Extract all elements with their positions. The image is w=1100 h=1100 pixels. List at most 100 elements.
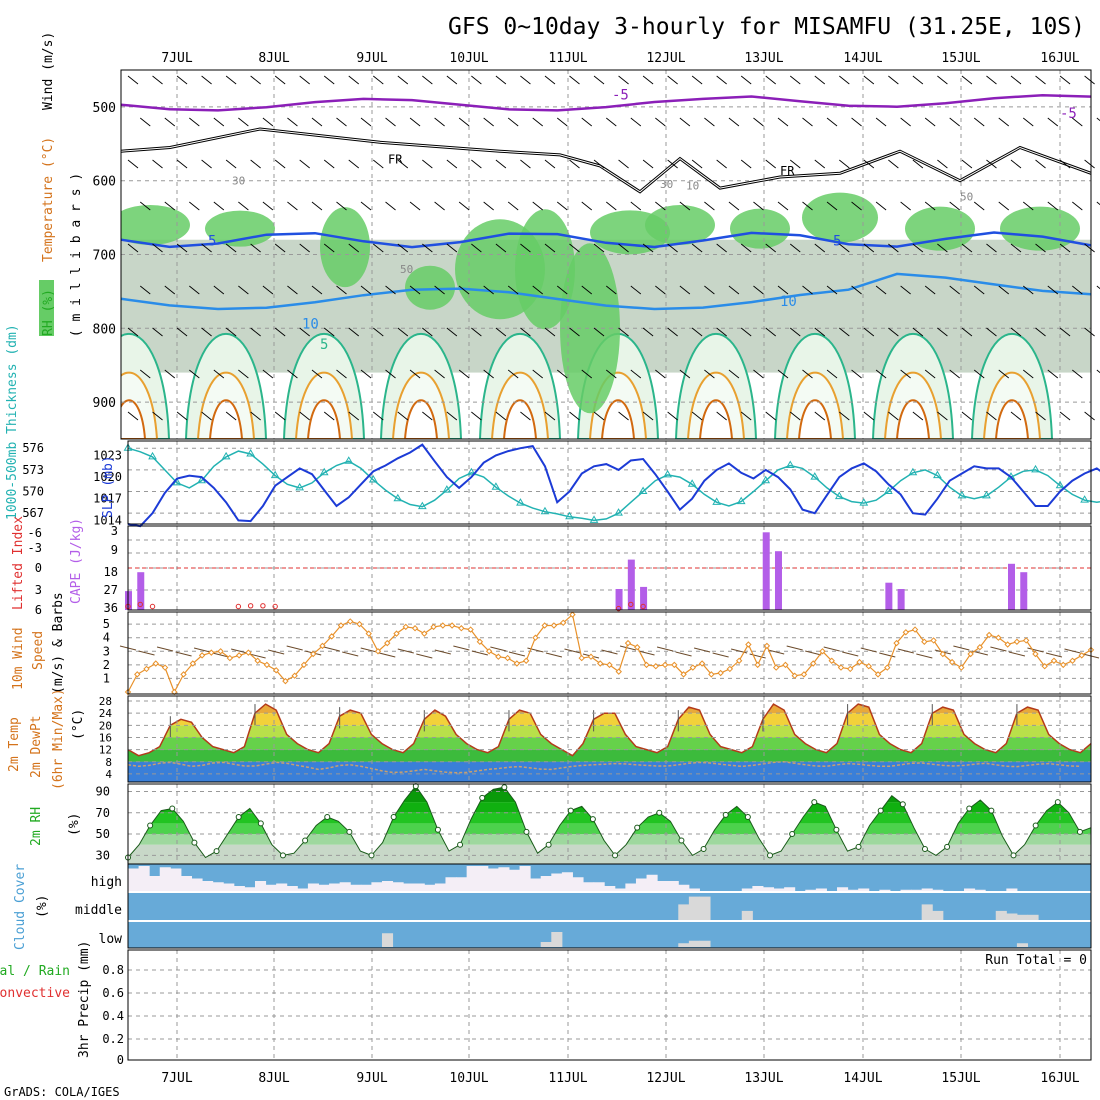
- wind-barb: [564, 648, 581, 654]
- wind-speed-marker: [948, 658, 956, 666]
- rh-marker: [700, 845, 707, 852]
- wind-barb: [937, 159, 948, 169]
- wind-barb: [532, 201, 543, 211]
- wind-barb: [691, 243, 703, 253]
- wind-barb: [507, 117, 519, 127]
- wind-barb: [839, 159, 850, 169]
- cloud-bar: [339, 882, 351, 891]
- wind-barb: [213, 285, 225, 295]
- wind-barb: [422, 243, 433, 253]
- x-axis-top: 7JUL 8JUL 9JUL 10JUL 11JUL 12JUL 13JUL 14JUL 15J…: [161, 51, 1079, 66]
- y-tick-label: 3: [35, 583, 42, 597]
- cloud-bar: [1016, 943, 1029, 947]
- wind-barb: [250, 75, 261, 85]
- wind-barb: [973, 285, 985, 295]
- wind-barb: [225, 327, 237, 337]
- dewpoint-line: [127, 761, 1081, 774]
- wind-speed-marker: [800, 671, 808, 678]
- wind-barb: [753, 201, 764, 211]
- isotherm-5: [120, 231, 1092, 249]
- y-tick-label: 800: [93, 322, 116, 337]
- wind-barb: [495, 243, 507, 253]
- wind-barb: [520, 411, 531, 421]
- wind-speed-marker: [291, 672, 298, 679]
- wind-barb: [569, 243, 580, 253]
- panel-frame: [127, 863, 1092, 949]
- y-tick-label: 9: [111, 543, 118, 557]
- cloud-bar: [678, 884, 690, 891]
- x-tick-label-bottom: 9JUL: [356, 1071, 387, 1086]
- wind-barb: [716, 159, 727, 169]
- cloud-bar: [583, 882, 595, 891]
- rh-label: 50: [400, 263, 413, 276]
- isotherm-label: 5: [320, 337, 328, 353]
- wind-barb: [176, 75, 188, 85]
- thickness-marker: [467, 467, 476, 476]
- x-tick-label-bottom: 7JUL: [161, 1071, 192, 1086]
- freezing-label: FR: [780, 164, 795, 178]
- run-total-label: Run Total = 0: [985, 953, 1087, 968]
- wind-barb: [495, 75, 507, 85]
- wind-barb: [753, 369, 764, 379]
- wind-barb: [712, 652, 729, 658]
- wind-barb: [900, 201, 911, 211]
- cloud-bar: [932, 910, 944, 920]
- wind-barb: [287, 285, 298, 295]
- cloud-bar: [212, 882, 224, 891]
- wind-barb: [262, 369, 274, 379]
- rh-band: [128, 802, 1091, 813]
- cloud-bar: [381, 933, 394, 947]
- cloud-bar: [551, 932, 563, 947]
- thickness-marker: [540, 506, 550, 515]
- wind-speed-marker: [995, 634, 1002, 641]
- wind-speed-marker: [615, 668, 622, 675]
- y-tick-label: 5: [103, 617, 110, 631]
- li-marker: [272, 603, 278, 610]
- x-tick-label-top: 14JUL: [843, 51, 882, 66]
- wind-barb: [287, 201, 298, 211]
- wind-barb: [507, 201, 519, 211]
- cloud-bar: [508, 869, 521, 891]
- cape-bar: [137, 572, 145, 610]
- wind-barb: [544, 327, 556, 337]
- wind-barb: [581, 201, 593, 211]
- wind-barb: [299, 75, 310, 85]
- wind-barb: [667, 75, 678, 85]
- wind-speed-marker: [226, 654, 234, 662]
- cloud-bar: [688, 940, 700, 947]
- wind-barb: [986, 243, 997, 253]
- wind-barb: [397, 648, 414, 654]
- y-axis-title: (%): [67, 813, 82, 836]
- temp-band: [128, 713, 1091, 726]
- temp-column-inner: [895, 399, 931, 439]
- cloud-bar: [646, 874, 658, 891]
- wind-barb: [397, 159, 409, 169]
- y-tick-label: 1017: [93, 492, 122, 506]
- wind-barb: [176, 327, 188, 337]
- thickness-marker: [565, 511, 574, 520]
- wind-barb: [372, 243, 384, 253]
- wind-barb: [495, 327, 507, 337]
- wind-barb: [860, 647, 877, 653]
- wind-barb: [937, 327, 948, 337]
- wind-barb: [274, 159, 286, 169]
- wind-barb: [593, 75, 605, 85]
- wind-barb: [630, 201, 642, 211]
- wind-barb: [704, 201, 715, 211]
- wind-barb: [446, 327, 458, 337]
- wind-speed-marker: [763, 642, 771, 650]
- wind-barb: [164, 201, 176, 211]
- rh-marker: [656, 809, 663, 816]
- wind-barb: [765, 411, 777, 421]
- cloud-bar: [784, 887, 796, 891]
- y-tick-label: 0.8: [102, 963, 124, 977]
- wind-barb: [458, 369, 470, 379]
- temp-column-inner: [600, 399, 636, 439]
- wind-barb: [912, 243, 924, 253]
- wind-barb: [642, 243, 654, 253]
- wind-barb: [311, 117, 323, 127]
- wind-barb: [786, 645, 803, 651]
- wind-barb: [225, 75, 237, 85]
- wind-speed-marker: [476, 638, 484, 645]
